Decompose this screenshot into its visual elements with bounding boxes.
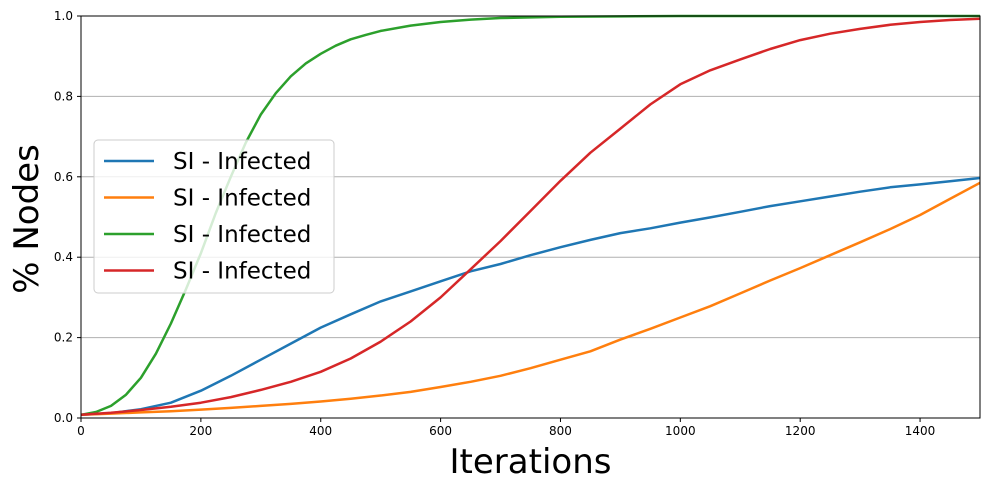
axis-ticks: 0.0 0.2 0.4 0.6 0.8 1.0 0 200 400 600 800 1000 1200 1… xyxy=(54,9,935,438)
y-tick-label: 0.6 xyxy=(54,170,73,184)
x-tick-label: 200 xyxy=(189,424,212,438)
y-axis-title: % Nodes xyxy=(7,144,47,294)
legend-box xyxy=(93,139,335,294)
x-tick-label: 1400 xyxy=(905,424,936,438)
legend-label: SI - Infected xyxy=(173,259,311,285)
series-line-3 xyxy=(80,14,980,417)
series-line-1 xyxy=(80,176,981,417)
plot-frame xyxy=(80,15,981,419)
x-axis-title: Iterations xyxy=(450,442,612,482)
legend-label: SI - Infected xyxy=(173,186,311,212)
y-tick-label: 0.4 xyxy=(54,250,73,264)
legend-label: SI - Infected xyxy=(173,149,311,175)
x-tick-label: 600 xyxy=(429,424,452,438)
x-tick-label: 0 xyxy=(77,424,85,438)
x-tick-label: 1000 xyxy=(665,424,696,438)
x-tick-label: 400 xyxy=(309,424,332,438)
x-tick-label: 800 xyxy=(549,424,572,438)
legend: SI - Infected SI - Infected SI - Infected S… xyxy=(93,139,335,294)
x-tick-label: 1200 xyxy=(785,424,816,438)
y-tick-label: 0.2 xyxy=(54,331,73,345)
series-line-4 xyxy=(80,17,981,417)
series-lines xyxy=(80,14,981,417)
y-tick-label: 0.8 xyxy=(54,89,73,103)
legend-label: SI - Infected xyxy=(173,222,311,248)
y-tick-label: 1.0 xyxy=(54,9,73,23)
series-line-2 xyxy=(80,181,981,417)
y-tick-label: 0.0 xyxy=(54,411,73,425)
